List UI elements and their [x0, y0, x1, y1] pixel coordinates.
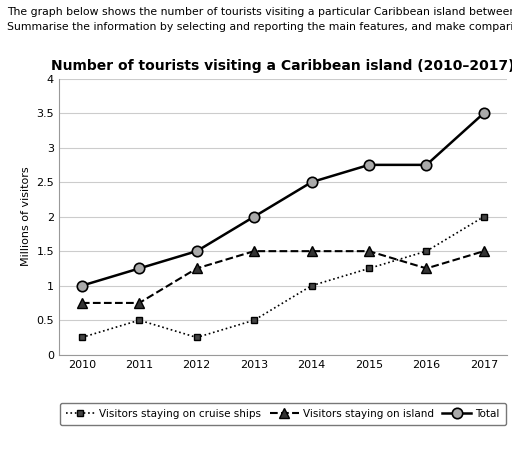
Title: Number of tourists visiting a Caribbean island (2010–2017): Number of tourists visiting a Caribbean …	[51, 59, 512, 73]
Text: Summarise the information by selecting and reporting the main features, and make: Summarise the information by selecting a…	[7, 22, 512, 31]
Legend: Visitors staying on cruise ships, Visitors staying on island, Total: Visitors staying on cruise ships, Visito…	[59, 403, 506, 426]
Text: The graph below shows the number of tourists visiting a particular Caribbean isl: The graph below shows the number of tour…	[7, 7, 512, 17]
Y-axis label: Millions of visitors: Millions of visitors	[20, 167, 31, 266]
